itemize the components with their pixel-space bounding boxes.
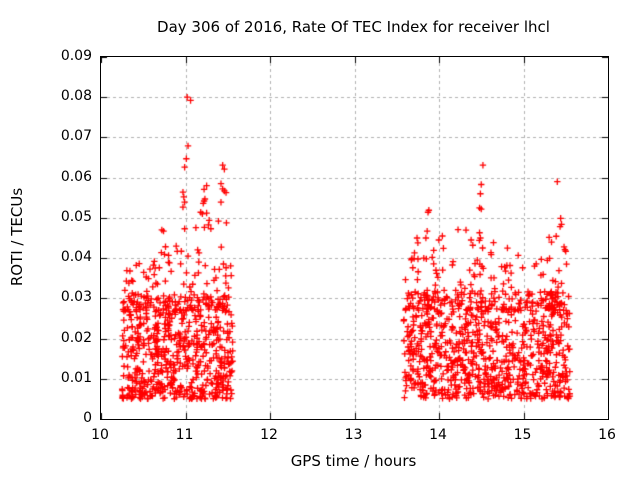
y-tick-label: 0.07 (60, 128, 92, 145)
y-tick-label: 0.08 (60, 88, 92, 105)
y-tick-label: 0.09 (60, 48, 92, 64)
x-tick-label: 15 (513, 427, 532, 443)
x-tick-label: 16 (598, 427, 616, 443)
y-tick-label: 0.05 (60, 208, 92, 225)
x-tick-label: 10 (91, 427, 109, 443)
y-tick-label: 0.03 (60, 289, 92, 306)
x-tick-label: 14 (429, 427, 447, 443)
y-tick-label: 0.01 (60, 369, 92, 386)
x-tick-label: 12 (260, 427, 278, 443)
x-tick-label: 13 (344, 427, 363, 443)
y-tick-label: 0.06 (60, 168, 92, 185)
x-tick-label: 11 (175, 427, 194, 443)
y-axis-label: ROTI / TECUs (8, 187, 26, 287)
plot-area (100, 56, 609, 420)
y-tick-label: 0.02 (60, 329, 92, 346)
y-tick-label: 0.04 (60, 249, 92, 266)
chart-title: Day 306 of 2016, Rate Of TEC Index for r… (157, 18, 550, 36)
x-axis-label: GPS time / hours (290, 452, 417, 470)
y-tick-label: 0 (83, 410, 92, 426)
plot-canvas (101, 57, 608, 419)
